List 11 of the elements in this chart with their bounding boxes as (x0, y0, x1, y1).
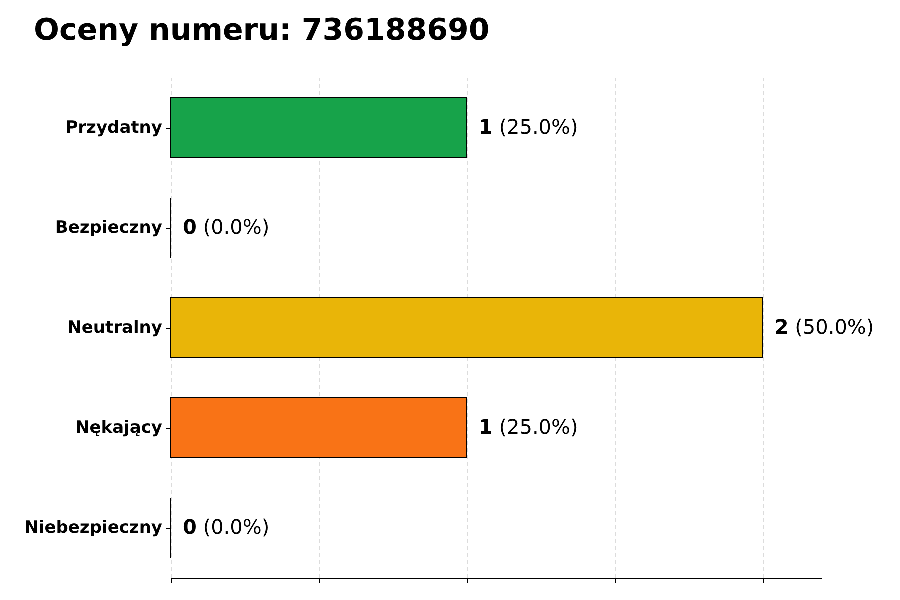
y-tick-label: Neutralny (68, 318, 162, 338)
y-tick-label: Nękający (76, 418, 162, 438)
chart-title: Oceny numeru: 736188690 (34, 13, 490, 48)
y-tick-label: Niebezpieczny (24, 518, 162, 538)
y-tick-label: Przydatny (66, 118, 162, 138)
data-label: 2 (50.0%) (774, 315, 874, 339)
y-tick-label: Bezpieczny (55, 218, 162, 238)
data-label: 1 (25.0%) (478, 415, 578, 439)
data-label: 0 (0.0%) (183, 515, 270, 539)
data-label: 0 (0.0%) (183, 215, 270, 239)
data-label: 1 (25.0%) (478, 115, 578, 139)
